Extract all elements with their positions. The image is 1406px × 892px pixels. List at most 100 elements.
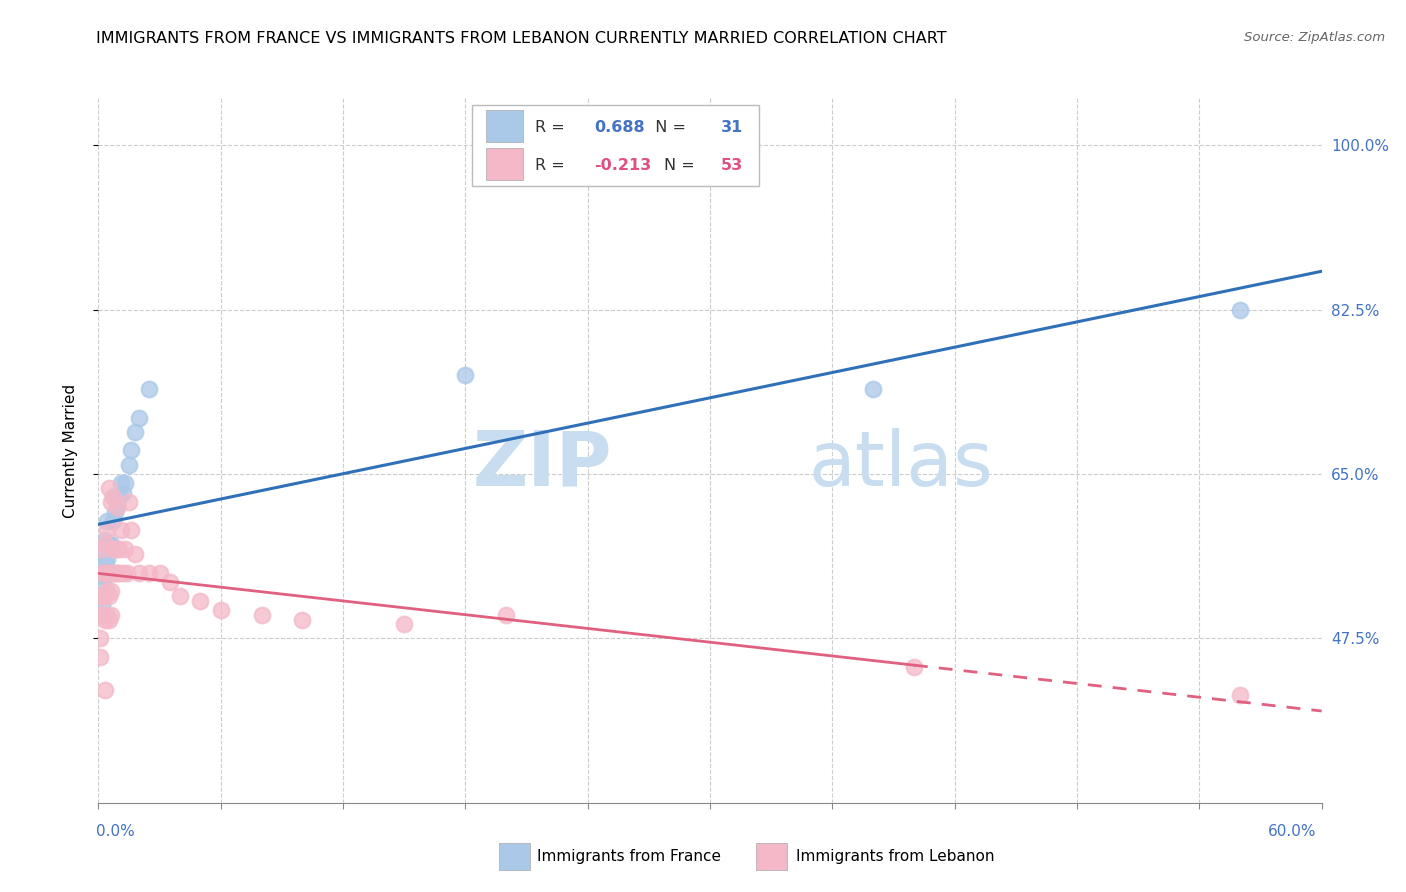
Point (89, 580, 111, 594)
Point (104, 566, 127, 580)
Point (291, 613, 314, 627)
Point (96, 524, 118, 538)
Point (96, 566, 118, 580)
FancyBboxPatch shape (471, 105, 759, 186)
Point (118, 458, 141, 472)
Point (1229, 302, 1251, 317)
Text: Source: ZipAtlas.com: Source: ZipAtlas.com (1244, 31, 1385, 45)
Point (105, 500, 128, 514)
Point (100, 566, 122, 580)
Point (93, 570, 115, 584)
Text: IMMIGRANTS FROM FRANCE VS IMMIGRANTS FROM LEBANON CURRENTLY MARRIED CORRELATION : IMMIGRANTS FROM FRANCE VS IMMIGRANTS FRO… (96, 31, 946, 46)
Text: N =: N = (664, 159, 699, 173)
Text: R =: R = (536, 159, 569, 173)
Point (120, 443, 142, 458)
Point (124, 547, 146, 561)
Point (93, 537, 115, 551)
Point (138, 566, 160, 580)
Point (100, 584, 122, 599)
Text: N =: N = (645, 120, 692, 136)
Text: atlas: atlas (808, 427, 993, 501)
Point (128, 566, 150, 580)
Point (101, 491, 124, 505)
Point (96, 607, 118, 622)
Point (101, 514, 124, 528)
Point (89, 607, 111, 622)
Point (96, 584, 118, 599)
Point (97, 589, 120, 603)
Point (91, 542, 114, 557)
Point (105, 566, 128, 580)
Point (96, 551, 118, 566)
Point (104, 504, 127, 518)
Point (105, 542, 128, 557)
Point (108, 491, 131, 505)
Point (903, 659, 925, 673)
Point (149, 566, 172, 580)
Text: R =: R = (536, 120, 569, 136)
Point (89, 650, 111, 665)
Point (93, 589, 115, 603)
Point (159, 574, 181, 589)
Text: Immigrants from France: Immigrants from France (537, 849, 721, 863)
Point (100, 607, 122, 622)
Point (110, 476, 132, 491)
Text: -0.213: -0.213 (593, 159, 651, 173)
Point (111, 566, 134, 580)
Point (454, 368, 477, 383)
Text: 60.0%: 60.0% (1268, 824, 1316, 838)
Point (124, 425, 146, 439)
Point (91, 566, 114, 580)
Point (1229, 688, 1251, 702)
Point (188, 594, 212, 608)
Text: ZIP: ZIP (472, 427, 612, 501)
Point (91, 589, 114, 603)
Point (114, 476, 136, 491)
Point (89, 632, 111, 646)
Point (105, 500, 128, 514)
Point (209, 603, 232, 617)
Point (169, 589, 191, 603)
Point (93, 566, 115, 580)
Point (120, 524, 142, 538)
Point (97, 481, 120, 495)
Point (128, 410, 150, 425)
Text: 0.0%: 0.0% (96, 824, 135, 838)
Point (111, 485, 134, 500)
Point (100, 495, 122, 509)
Point (115, 566, 138, 580)
Point (100, 537, 122, 551)
Point (97, 566, 120, 580)
Point (91, 566, 114, 580)
Point (91, 607, 114, 622)
Text: 53: 53 (721, 159, 744, 173)
Point (93, 556, 115, 570)
Point (101, 542, 124, 557)
Point (101, 491, 124, 505)
Point (118, 495, 141, 509)
Point (96, 537, 118, 551)
Point (93, 533, 115, 547)
Point (93, 683, 115, 698)
Point (108, 566, 131, 580)
Point (495, 607, 517, 622)
Bar (486, 148, 523, 180)
Bar (486, 111, 523, 142)
Point (93, 613, 115, 627)
Point (101, 566, 124, 580)
Point (138, 383, 160, 397)
Point (96, 514, 118, 528)
Point (89, 607, 111, 622)
Point (91, 542, 114, 557)
Point (250, 607, 273, 622)
Text: 31: 31 (721, 120, 744, 136)
Point (862, 383, 884, 397)
Point (97, 537, 120, 551)
Point (97, 613, 120, 627)
Point (392, 617, 416, 632)
Point (97, 566, 120, 580)
Point (91, 599, 114, 613)
Point (108, 542, 131, 557)
Text: Immigrants from Lebanon: Immigrants from Lebanon (796, 849, 994, 863)
Text: 0.688: 0.688 (593, 120, 644, 136)
